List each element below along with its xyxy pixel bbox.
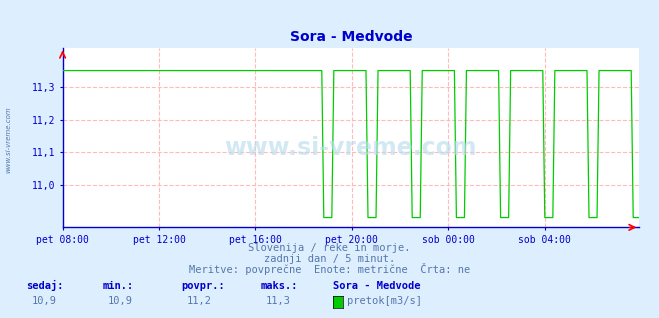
Text: 10,9: 10,9 <box>107 296 132 306</box>
Text: pretok[m3/s]: pretok[m3/s] <box>347 296 422 306</box>
Title: Sora - Medvode: Sora - Medvode <box>289 30 413 44</box>
Text: www.si-vreme.com: www.si-vreme.com <box>5 107 12 173</box>
Text: Slovenija / reke in morje.: Slovenija / reke in morje. <box>248 243 411 253</box>
Text: Sora - Medvode: Sora - Medvode <box>333 281 420 291</box>
Text: sedaj:: sedaj: <box>26 280 64 291</box>
Text: zadnji dan / 5 minut.: zadnji dan / 5 minut. <box>264 254 395 264</box>
Text: povpr.:: povpr.: <box>181 281 225 291</box>
Text: www.si-vreme.com: www.si-vreme.com <box>225 136 477 160</box>
Text: maks.:: maks.: <box>260 281 298 291</box>
Text: 11,3: 11,3 <box>266 296 291 306</box>
Text: 11,2: 11,2 <box>186 296 212 306</box>
Text: Meritve: povprečne  Enote: metrične  Črta: ne: Meritve: povprečne Enote: metrične Črta:… <box>189 264 470 275</box>
Text: 10,9: 10,9 <box>32 296 57 306</box>
Text: min.:: min.: <box>102 281 133 291</box>
